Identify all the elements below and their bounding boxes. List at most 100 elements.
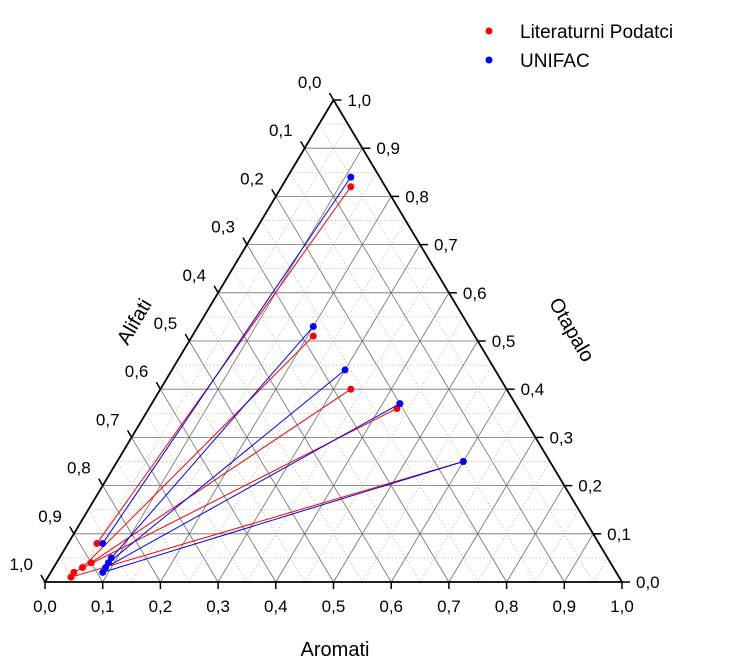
grid-line-aromati [535, 509, 580, 583]
point-raffinate-literaturni [93, 539, 101, 547]
tick-label-right: 0,9 [376, 139, 400, 158]
tick-label-bottom: 0,4 [264, 597, 288, 616]
tick-left [213, 285, 219, 294]
tick-label-left: 0,0 [298, 73, 322, 92]
grid-line-alifati [318, 123, 594, 583]
tick-label-right: 0,8 [405, 187, 429, 206]
legend-label-literaturni: Literaturni Podatci [520, 22, 673, 43]
tick-label-left: 0,5 [154, 314, 178, 333]
grid-line-aromati [390, 388, 507, 583]
tick-label-bottom: 0,9 [552, 597, 576, 616]
point-extract-literaturni [347, 183, 355, 191]
grid-line-aromati [131, 172, 378, 583]
tie-line-literaturni [90, 388, 352, 564]
grid-line-aromati [188, 220, 406, 583]
axis-ticks: 0,0 0,0 0,0 0,1 0,1 0,1 0,2 0,2 0,2 0,3 0,3 0,3 0,4 0… [9, 73, 659, 616]
tick-label-left: 0,1 [269, 121, 293, 140]
tick-left [126, 430, 133, 438]
tick-label-left: 1,0 [9, 555, 33, 574]
tick-label-left: 0,4 [182, 266, 206, 285]
tick-left [69, 526, 75, 535]
grid-lines [59, 123, 608, 583]
point-extract-literaturni [347, 385, 355, 393]
grid-line-aromati [477, 461, 551, 583]
point-extract-unifac [309, 323, 317, 331]
tie-line-literaturni [70, 461, 464, 578]
tick-label-bottom: 0,0 [33, 597, 57, 616]
tick-label-bottom: 0,5 [322, 597, 346, 616]
grid-line-alifati [87, 509, 132, 583]
grid-line-alifati [102, 485, 161, 583]
grid-line-alifati [174, 364, 305, 583]
grid-line-alifati [203, 316, 363, 583]
tick-label-right: 0,3 [549, 428, 573, 447]
tick-label-right: 0,2 [578, 477, 602, 496]
grid-line-aromati [362, 364, 493, 583]
grid-line-alifati [188, 340, 334, 583]
tick-left [271, 189, 277, 197]
grid-line-aromati [563, 533, 594, 583]
tie-line-unifac [102, 461, 464, 573]
grid-line-aromati [333, 340, 479, 583]
legend-marker-unifac [485, 56, 493, 64]
tick-left [328, 92, 335, 101]
tick-label-bottom: 0,6 [379, 597, 403, 616]
point-raffinate-literaturni [67, 573, 75, 581]
axis-title-bottom: Aromati [301, 639, 370, 661]
tick-label-left: 0,2 [240, 169, 264, 188]
point-extract-unifac [347, 173, 355, 181]
point-raffinate-unifac [99, 568, 107, 576]
tick-label-bottom: 1,0 [610, 597, 634, 616]
axis-title-left: Alifati [113, 295, 157, 348]
grid-line-alifati [160, 388, 277, 583]
tick-left [40, 574, 46, 583]
grid-line-aromati [304, 316, 464, 583]
grid-line-alifati [131, 437, 219, 583]
tick-label-left: 0,9 [38, 507, 62, 526]
tick-label-right: 1,0 [348, 91, 372, 110]
tick-label-bottom: 0,1 [91, 597, 115, 616]
legend-marker-literaturni [485, 27, 493, 35]
point-extract-unifac [396, 400, 404, 408]
point-extract-unifac [459, 458, 467, 465]
tick-label-bottom: 0,7 [437, 597, 461, 616]
tick-label-left: 0,6 [125, 362, 149, 381]
grid-line-aromati [592, 557, 608, 583]
tie-line-literaturni [82, 335, 314, 568]
tick-label-left: 0,8 [67, 459, 91, 478]
tie-line-unifac [110, 326, 314, 559]
grid-line-alifati [289, 172, 536, 583]
grid-line-aromati [448, 437, 536, 583]
axis-title-right: Otapalo [544, 294, 598, 366]
point-raffinate-unifac [99, 539, 107, 547]
tick-label-right: 0,7 [434, 236, 458, 255]
tick-label-bottom: 0,8 [495, 597, 519, 616]
grid-line-alifati [73, 533, 104, 583]
grid-line-aromati [419, 413, 522, 583]
tick-left [242, 237, 248, 245]
grid-line-alifati [232, 268, 421, 583]
grid-line-aromati [73, 123, 349, 583]
tick-label-right: 0,6 [463, 284, 487, 303]
tick-left [155, 381, 162, 390]
tie-line-unifac [102, 176, 352, 544]
tie-line-unifac [105, 403, 401, 568]
legend-label-unifac: UNIFAC [520, 51, 590, 72]
tick-label-right: 0,4 [521, 380, 545, 399]
grid-line-aromati [506, 485, 565, 583]
tick-label-bottom: 0,3 [206, 597, 230, 616]
point-extract-literaturni [309, 332, 317, 340]
tick-left [184, 333, 190, 342]
legend: Literaturni Podatci UNIFAC [485, 22, 673, 72]
grid-line-alifati [261, 220, 479, 583]
tick-label-right: 0,0 [636, 573, 660, 592]
tie-line-literaturni [73, 408, 398, 573]
grid-line-alifati [145, 413, 248, 583]
tick-label-right: 0,5 [492, 332, 516, 351]
tick-left [98, 478, 104, 486]
point-extract-unifac [341, 366, 349, 374]
tick-label-left: 0,3 [211, 218, 235, 237]
tick-left [299, 140, 306, 149]
tick-label-bottom: 0,2 [149, 597, 173, 616]
